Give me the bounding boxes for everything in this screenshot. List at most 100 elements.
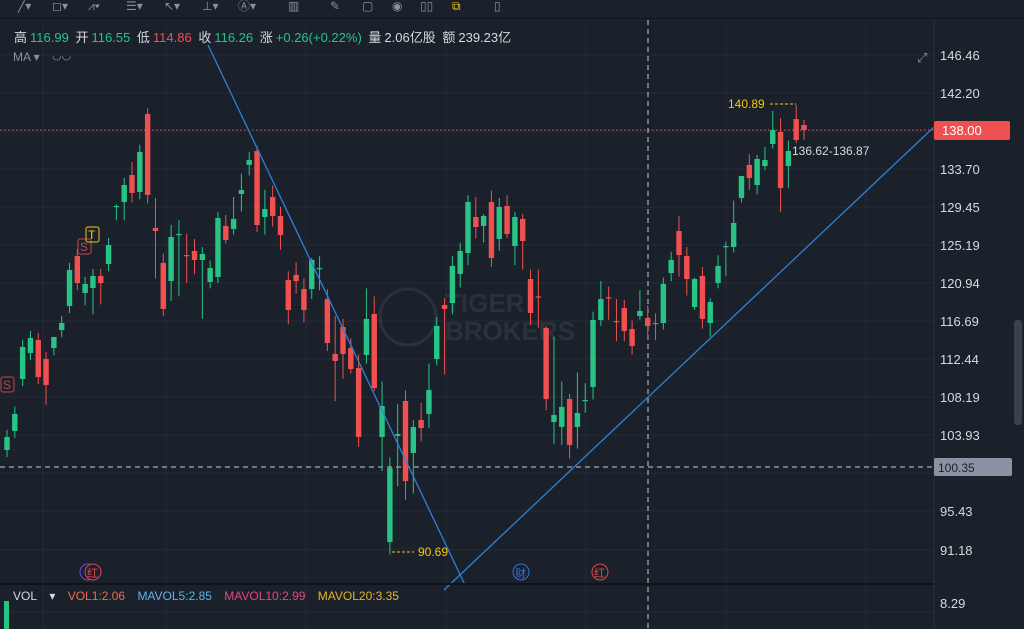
candle-body — [723, 245, 729, 248]
eye-icon[interactable]: ◉ — [392, 0, 403, 13]
candle-body — [785, 150, 792, 167]
scrollbar[interactable] — [1014, 320, 1022, 425]
candle-body — [394, 434, 401, 436]
candle — [402, 390, 409, 500]
fibonacci-tool-icon[interactable]: ☰▾ — [126, 0, 143, 13]
candle — [410, 419, 417, 494]
candle-body — [668, 259, 674, 274]
range-annotation: 136.62-136.87 — [792, 144, 870, 158]
candle — [520, 214, 526, 270]
candle-body — [715, 265, 721, 283]
dividend-marker — [84, 563, 102, 581]
candle — [605, 286, 612, 320]
candle — [434, 316, 440, 366]
candle-body — [582, 400, 588, 402]
price-tick-label: 133.70 — [940, 162, 980, 177]
current-price-label: 138.00 — [942, 123, 982, 138]
candle-body — [277, 215, 284, 235]
magnet-icon[interactable]: ▯▯ — [420, 0, 434, 13]
candle — [58, 315, 65, 338]
watermark-text: TIGER — [445, 288, 525, 318]
ma-selector[interactable]: MA ▾ — [13, 50, 40, 64]
high-value: 116.99 — [30, 30, 69, 45]
candle-body — [699, 275, 706, 319]
candle — [144, 108, 151, 204]
lock-icon[interactable]: ▢ — [362, 0, 374, 13]
candle — [785, 140, 792, 189]
candle — [637, 290, 643, 320]
candle-body — [504, 205, 510, 234]
rectangle-tool-icon[interactable]: ◻▾ — [52, 0, 68, 13]
candle — [613, 299, 620, 342]
candle-body — [152, 227, 159, 232]
candle — [527, 269, 534, 326]
low-value: 114.86 — [152, 30, 192, 45]
brush-icon[interactable]: ✎ — [330, 0, 341, 13]
candle — [590, 311, 596, 400]
candle — [293, 262, 299, 294]
candle-body — [770, 130, 776, 145]
candle-body — [441, 305, 448, 309]
bookmark-icon[interactable]: ▥ — [288, 0, 300, 13]
layers-icon[interactable]: ⧉ — [452, 0, 461, 13]
candle — [113, 204, 120, 221]
measure-tool-icon[interactable]: ⊥▾ — [202, 0, 219, 13]
candle — [668, 251, 674, 282]
candle — [309, 257, 315, 300]
expand-icon[interactable]: ⤢ — [917, 50, 927, 65]
candle — [230, 197, 237, 235]
candle-body — [144, 114, 151, 195]
candle — [355, 354, 362, 447]
candle-body — [520, 218, 526, 241]
amount-label: 额 — [442, 30, 456, 45]
line-tool-icon[interactable]: ╱▾ — [18, 0, 32, 13]
price-tick-label: 120.94 — [940, 276, 980, 291]
pattern-tool-icon[interactable]: ⩘▾ — [88, 0, 100, 13]
candle — [738, 175, 745, 203]
candle-body — [535, 296, 542, 298]
candle — [137, 144, 143, 200]
candle — [660, 277, 667, 330]
watermark: TIGER BROKERS — [378, 287, 575, 347]
candle — [777, 118, 784, 213]
candle-body — [82, 283, 88, 294]
sell-marker — [0, 376, 15, 393]
volume-legend: VOL ▾ VOL1:2.06 MAVOL5:2.85 MAVOL10:2.99… — [13, 589, 408, 603]
arrow-tool-icon[interactable]: ↖▾ — [164, 0, 181, 13]
candle-body — [74, 256, 81, 283]
candle — [621, 299, 627, 342]
candle-body — [246, 160, 252, 165]
vol-selector[interactable]: VOL ▾ — [13, 589, 56, 603]
candle-body — [66, 269, 73, 306]
candle — [629, 320, 635, 355]
candle-body — [98, 275, 104, 283]
candle — [770, 111, 776, 149]
candle — [387, 457, 393, 555]
candle — [371, 296, 377, 392]
candle — [723, 241, 729, 276]
candle-body — [746, 164, 753, 179]
candle-body — [762, 160, 768, 167]
candle-body — [262, 209, 268, 217]
candle-body — [598, 299, 604, 320]
candle — [152, 197, 159, 279]
trendline-down — [207, 44, 466, 586]
trash-icon[interactable]: ▯ — [494, 0, 501, 13]
candle-body — [51, 336, 57, 348]
mavol20-value: MAVOL20:3.35 — [317, 589, 399, 603]
candle-body — [35, 340, 41, 377]
candles — [4, 104, 807, 555]
candle — [730, 200, 737, 253]
candle — [238, 173, 245, 212]
text-tool-icon[interactable]: Ⓐ▾ — [238, 0, 257, 13]
trade-marker-label: T — [88, 228, 96, 242]
dividend-marker — [591, 563, 609, 581]
candle-body — [105, 245, 112, 264]
candle — [480, 214, 487, 243]
candle-body — [449, 265, 456, 304]
max-price-annotation: 140.89 — [728, 97, 765, 111]
hide-indicator-icon[interactable]: ◡◡ — [52, 50, 72, 62]
candle — [691, 277, 698, 310]
candle — [90, 268, 96, 315]
